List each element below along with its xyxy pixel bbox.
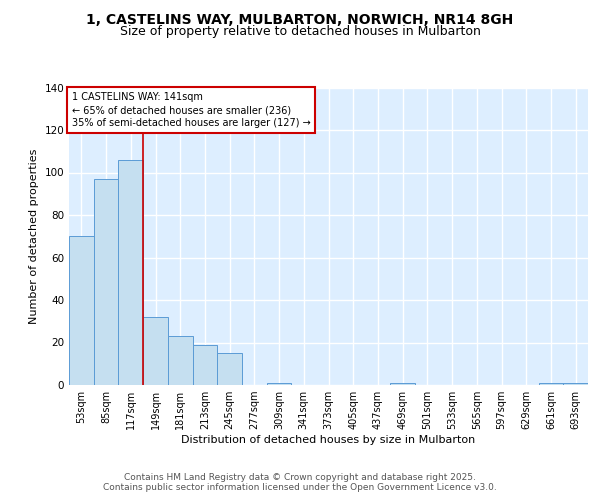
Text: 1, CASTELINS WAY, MULBARTON, NORWICH, NR14 8GH: 1, CASTELINS WAY, MULBARTON, NORWICH, NR… — [86, 12, 514, 26]
Bar — [539, 383, 563, 385]
Bar — [563, 383, 588, 385]
Bar — [94, 179, 118, 385]
X-axis label: Distribution of detached houses by size in Mulbarton: Distribution of detached houses by size … — [181, 435, 476, 445]
Y-axis label: Number of detached properties: Number of detached properties — [29, 148, 39, 324]
Text: Contains HM Land Registry data © Crown copyright and database right 2025.
Contai: Contains HM Land Registry data © Crown c… — [103, 473, 497, 492]
Bar — [217, 353, 242, 385]
Text: 1 CASTELINS WAY: 141sqm
← 65% of detached houses are smaller (236)
35% of semi-d: 1 CASTELINS WAY: 141sqm ← 65% of detache… — [71, 92, 310, 128]
Bar — [118, 160, 143, 385]
Bar — [168, 336, 193, 385]
Bar — [69, 236, 94, 385]
Bar — [193, 344, 217, 385]
Text: Size of property relative to detached houses in Mulbarton: Size of property relative to detached ho… — [119, 25, 481, 38]
Bar — [267, 383, 292, 385]
Bar — [390, 383, 415, 385]
Bar — [143, 317, 168, 385]
